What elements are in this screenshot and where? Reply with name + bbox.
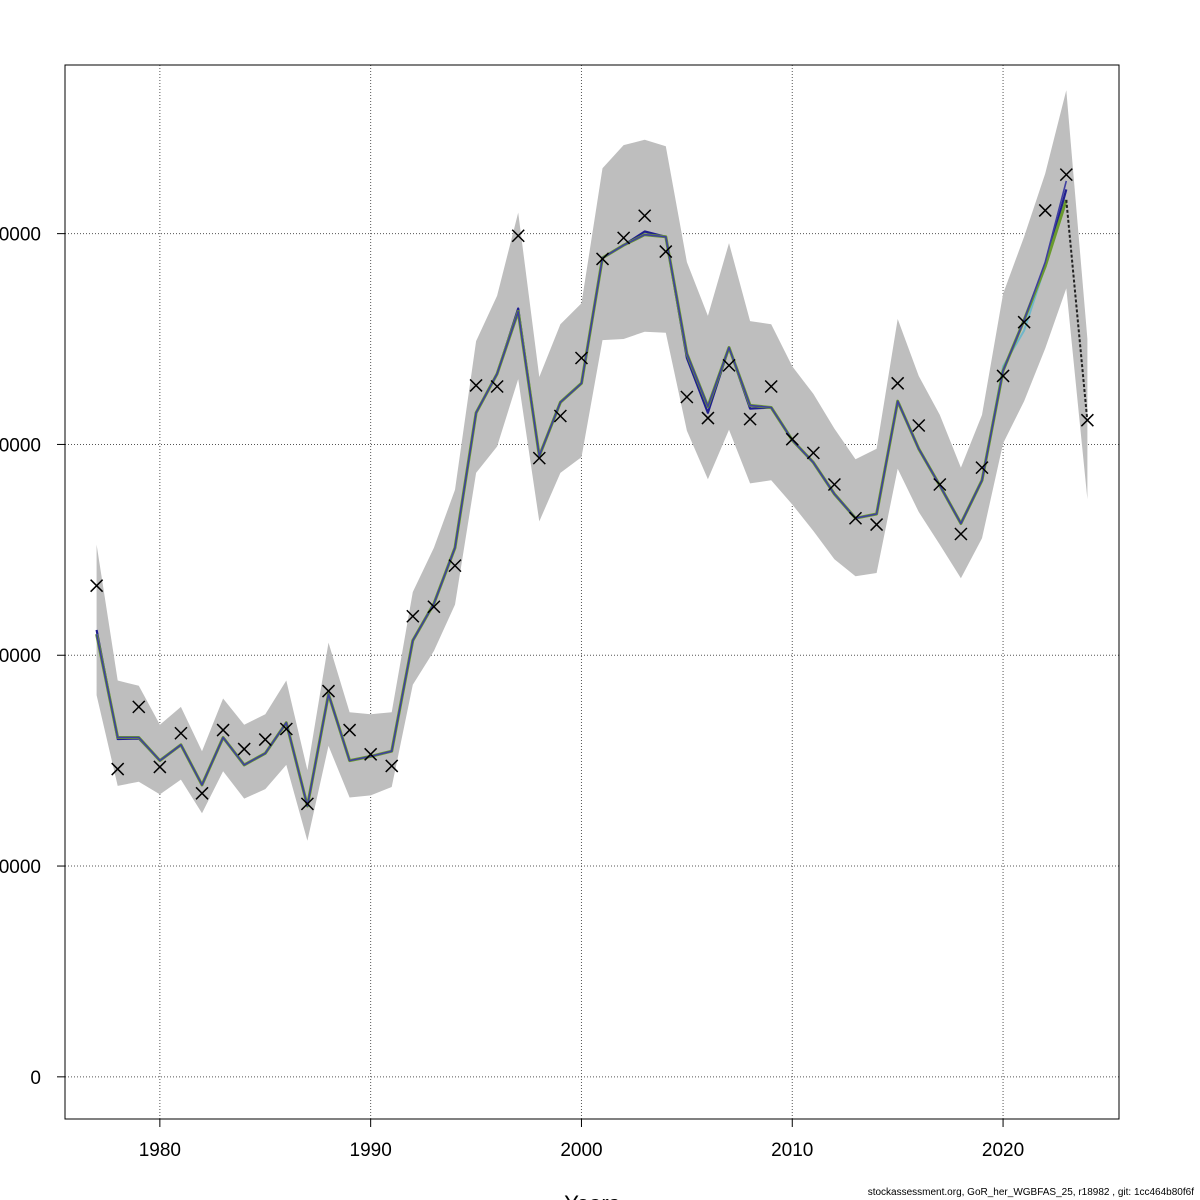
series-lines [95,180,1089,808]
y-tick-label: 0 [30,1068,41,1089]
observation-marker [216,723,230,737]
x-tick-label: 2010 [771,1140,813,1161]
observation-marker [975,461,989,475]
observation-marker [996,369,1010,383]
observation-marker [764,379,778,394]
y-tick-label: 800000 [0,225,41,246]
x-tick-label: 2020 [982,1140,1024,1161]
observation-marker [132,700,146,714]
observation-marker [300,797,314,811]
plot-frame [64,64,1120,1120]
observation-marker [427,600,441,614]
x-axis: 1980 1990 2000 2010 2020 [139,1119,1024,1161]
observation-marker [596,252,610,266]
observation-marker [912,418,926,432]
observation-marker [448,559,462,573]
observation-marker [406,609,420,623]
x-axis-label: Years [564,1191,619,1200]
observation-marker [659,245,673,259]
observation-marker [90,579,104,593]
observation-marker [174,726,188,740]
x-tick-label: 2000 [560,1140,602,1161]
observation-marker [553,409,567,423]
observation-marker [848,511,863,525]
observation-marker [469,378,483,392]
y-tick-label: 400000 [0,646,41,667]
observation-marker [1059,168,1073,182]
series-line-4 [95,180,1068,807]
observation-marker [258,733,272,747]
observation-markers [90,168,1094,811]
observation-marker [364,747,378,761]
observation-marker [743,412,757,426]
observation-marker [870,518,884,532]
x-tick-label: 1990 [350,1140,392,1161]
observation-marker [111,762,125,776]
observation-marker [617,231,631,245]
y-tick-label: 600000 [0,435,41,456]
observation-marker [195,786,209,800]
observation-marker [680,390,694,404]
observation-marker [954,527,968,541]
observation-marker [827,477,841,492]
observation-marker [933,477,947,492]
grid [65,65,1119,1119]
observation-marker [701,411,715,425]
observation-marker [532,451,546,465]
footer-source: stockassessment.org, GoR_her_WGBFAS_25, … [867,1187,1194,1198]
x-tick-label: 1980 [139,1140,181,1161]
observation-marker [574,351,588,365]
observation-marker [1080,413,1094,427]
terminal-projection-line [1065,199,1089,422]
observation-marker [1038,203,1052,217]
observation-marker [385,759,399,773]
observation-marker [343,723,357,737]
observation-marker [279,722,293,736]
observation-marker [638,209,652,223]
observation-marker [511,229,525,243]
observation-marker [153,760,167,774]
confidence-band [96,90,1088,841]
observation-marker [785,432,799,446]
observation-marker [806,446,820,460]
observation-marker [1017,315,1031,329]
observation-marker [722,358,736,372]
observation-marker [237,742,251,756]
observation-marker [891,376,905,390]
observation-marker [321,684,336,698]
observation-marker [490,379,504,394]
